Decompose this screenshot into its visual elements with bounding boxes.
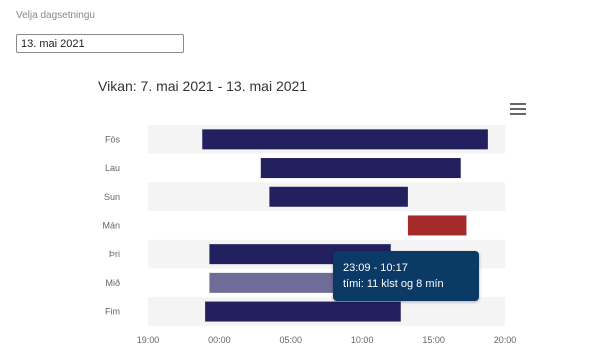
chart-tooltip: 23:09 - 10:17 tími: 11 klst og 8 mín: [333, 251, 479, 301]
bar-lau: [260, 158, 461, 179]
chart-title: Vikan: 7. mai 2021 - 13. mai 2021: [98, 78, 308, 94]
x-tick-label: 19:00: [137, 335, 160, 345]
x-tick-label: 00:00: [208, 335, 231, 345]
tooltip-duration: tími: 11 klst og 8 mín: [343, 278, 444, 290]
bar-fim: [205, 301, 401, 322]
category-label: Þri: [109, 249, 120, 259]
category-label: Mið: [105, 278, 120, 288]
category-label: Mán: [102, 220, 120, 230]
category-label: Fös: [105, 134, 121, 144]
x-tick-label: 10:00: [351, 335, 374, 345]
tooltip-time-range: 23:09 - 10:17: [343, 262, 408, 274]
x-tick-label: 15:00: [422, 335, 445, 345]
bar-sun: [269, 186, 408, 207]
date-picker-label: Velja dagsetningu: [16, 10, 95, 21]
category-label: Lau: [105, 163, 120, 173]
date-input[interactable]: [16, 34, 184, 53]
x-tick-label: 20:00: [494, 335, 517, 345]
category-label: Fim: [105, 307, 120, 317]
chart-menu-icon[interactable]: [510, 103, 526, 115]
category-label: Sun: [104, 192, 120, 202]
bar-mán: [407, 215, 467, 236]
bar-fös: [202, 129, 488, 150]
x-tick-label: 05:00: [280, 335, 303, 345]
